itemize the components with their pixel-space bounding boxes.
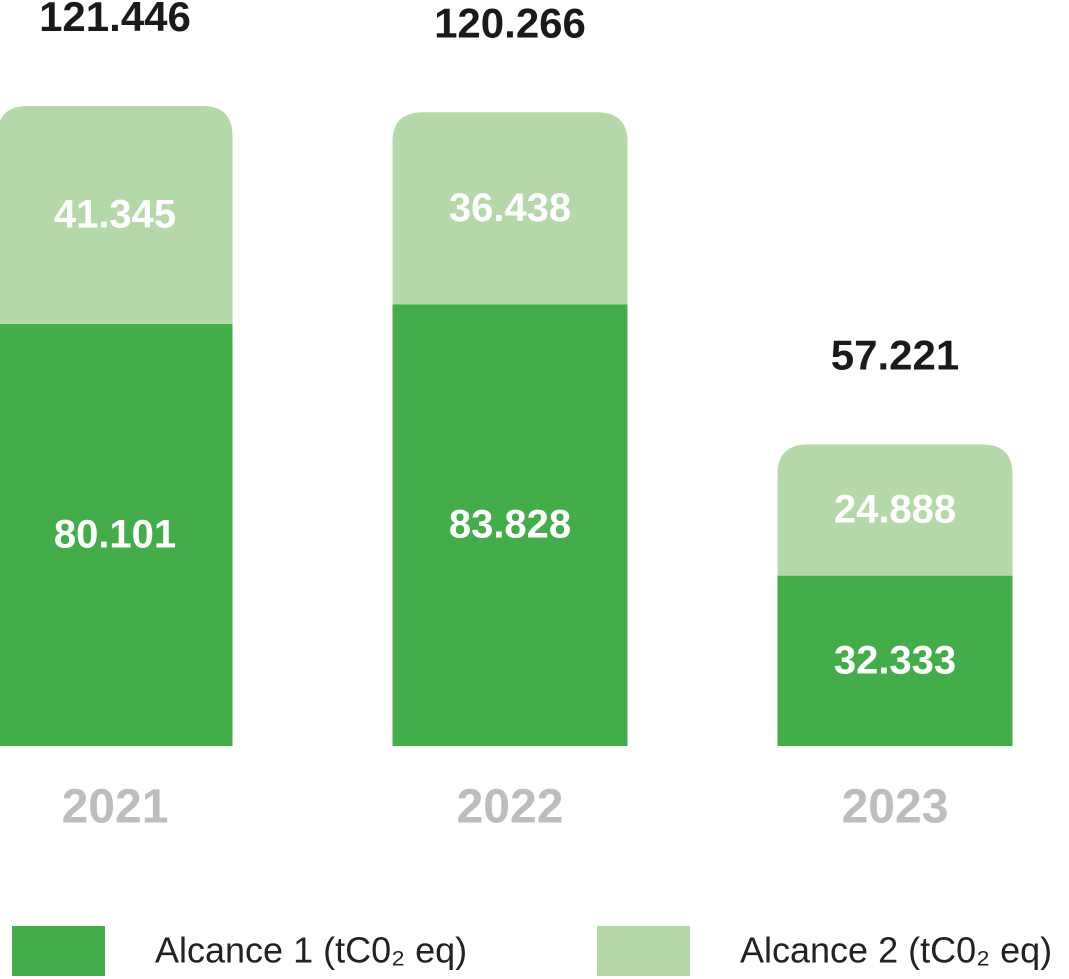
- bar-segment: [392, 112, 628, 305]
- total-label: 57.221: [831, 332, 959, 379]
- x-tick-label: 2022: [457, 781, 564, 834]
- segment-label: 83.828: [449, 503, 571, 547]
- x-tick-label: 2021: [62, 781, 169, 834]
- segment-label: 41.345: [54, 193, 176, 237]
- x-tick-label: 2023: [842, 781, 949, 834]
- bar-segment: [0, 106, 233, 324]
- segment-label: 36.438: [449, 186, 571, 230]
- bar-segment: [0, 323, 233, 746]
- bar-segment: [777, 444, 1013, 576]
- legend-swatch: [12, 926, 105, 976]
- bar-segment: [392, 304, 628, 746]
- segment-label: 24.888: [834, 488, 956, 532]
- segment-label: 80.101: [54, 513, 176, 557]
- legend-swatch: [597, 926, 690, 976]
- bar-segment: [777, 575, 1013, 746]
- segment-label: 32.333: [834, 638, 956, 682]
- total-label: 120.266: [434, 0, 586, 46]
- legend-label: Alcance 1 (tC0₂ eq): [155, 930, 467, 971]
- total-label: 121.446: [39, 0, 191, 40]
- legend-label: Alcance 2 (tC0₂ eq): [740, 930, 1052, 971]
